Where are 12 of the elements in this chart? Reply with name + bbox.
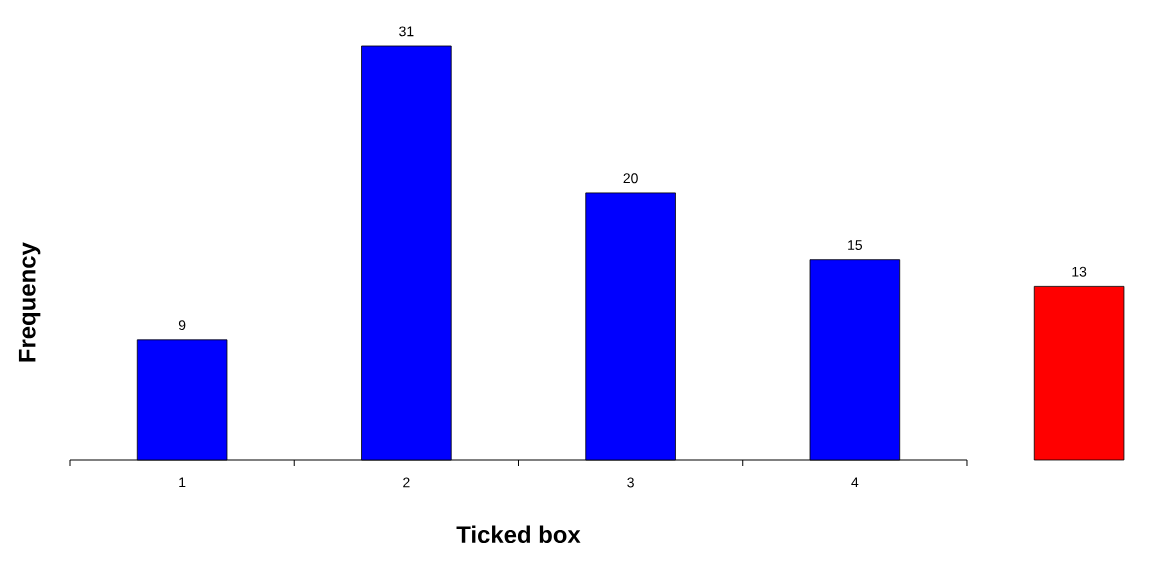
data-label: 20 xyxy=(623,173,638,184)
x-tick-label: 1 xyxy=(179,477,186,488)
data-label: 31 xyxy=(399,26,414,37)
x-axis-title: Ticked box xyxy=(456,525,581,544)
data-label: 9 xyxy=(178,320,186,331)
x-tick-label: 2 xyxy=(403,477,410,488)
x-tick-label: 3 xyxy=(627,477,634,488)
bar xyxy=(1033,285,1125,461)
data-label: 13 xyxy=(1072,266,1087,277)
y-axis-title: Frequency xyxy=(18,242,41,362)
data-label: 15 xyxy=(848,240,863,250)
x-tick-label: 4 xyxy=(851,477,859,488)
